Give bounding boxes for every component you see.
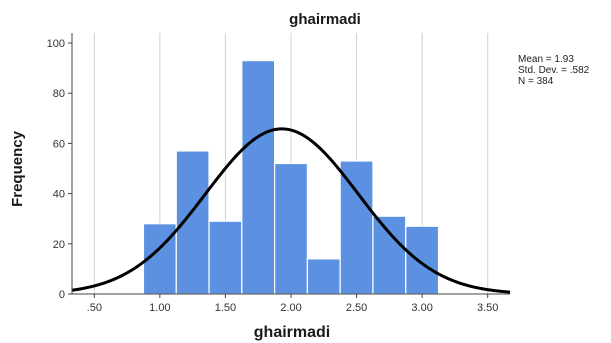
- histogram-bar-8: [405, 225, 440, 295]
- statistics-legend: Mean = 1.93 Std. Dev. = .582 N = 384: [518, 54, 590, 87]
- histogram-bar-7: [372, 215, 407, 295]
- x-tick-label-3: 2.00: [280, 302, 301, 314]
- y-tick-label-5: 100: [47, 38, 65, 50]
- histogram-bars: [142, 60, 440, 295]
- x-tick-label-1: 1.00: [149, 302, 170, 314]
- chart-title: ghairmadi: [289, 11, 361, 28]
- axes: [68, 33, 510, 298]
- x-tick-label-5: 3.00: [411, 302, 432, 314]
- x-tick-label-4: 2.50: [346, 302, 367, 314]
- normal-curve: [71, 127, 511, 294]
- y-tick-label-4: 80: [53, 88, 65, 100]
- tick-labels: 0 20 40 60 80 100 .50 1.00 1.50 2.00 2.50 3.00 3.50: [47, 38, 499, 314]
- y-tick-label-1: 20: [53, 239, 65, 251]
- histogram-bar-2: [208, 220, 243, 295]
- normal-curve-layer: [71, 127, 511, 294]
- histogram-bar-5: [306, 258, 341, 295]
- y-axis-label: Frequency: [9, 130, 26, 207]
- stat-std-dev: Std. Dev. = .582: [518, 65, 590, 76]
- stat-n: N = 384: [518, 76, 554, 87]
- y-tick-label-0: 0: [59, 289, 65, 301]
- y-tick-label-3: 60: [53, 138, 65, 150]
- x-tick-label-2: 1.50: [215, 302, 236, 314]
- x-axis-label: ghairmadi: [254, 324, 330, 341]
- histogram-bar-4: [274, 162, 308, 295]
- x-tick-label-0: .50: [87, 302, 102, 314]
- histogram-bar-6: [339, 160, 374, 295]
- y-tick-label-2: 40: [53, 189, 65, 201]
- x-tick-label-6: 3.50: [477, 302, 498, 314]
- stat-mean: Mean = 1.93: [518, 54, 574, 65]
- histogram-bar-3: [241, 60, 276, 295]
